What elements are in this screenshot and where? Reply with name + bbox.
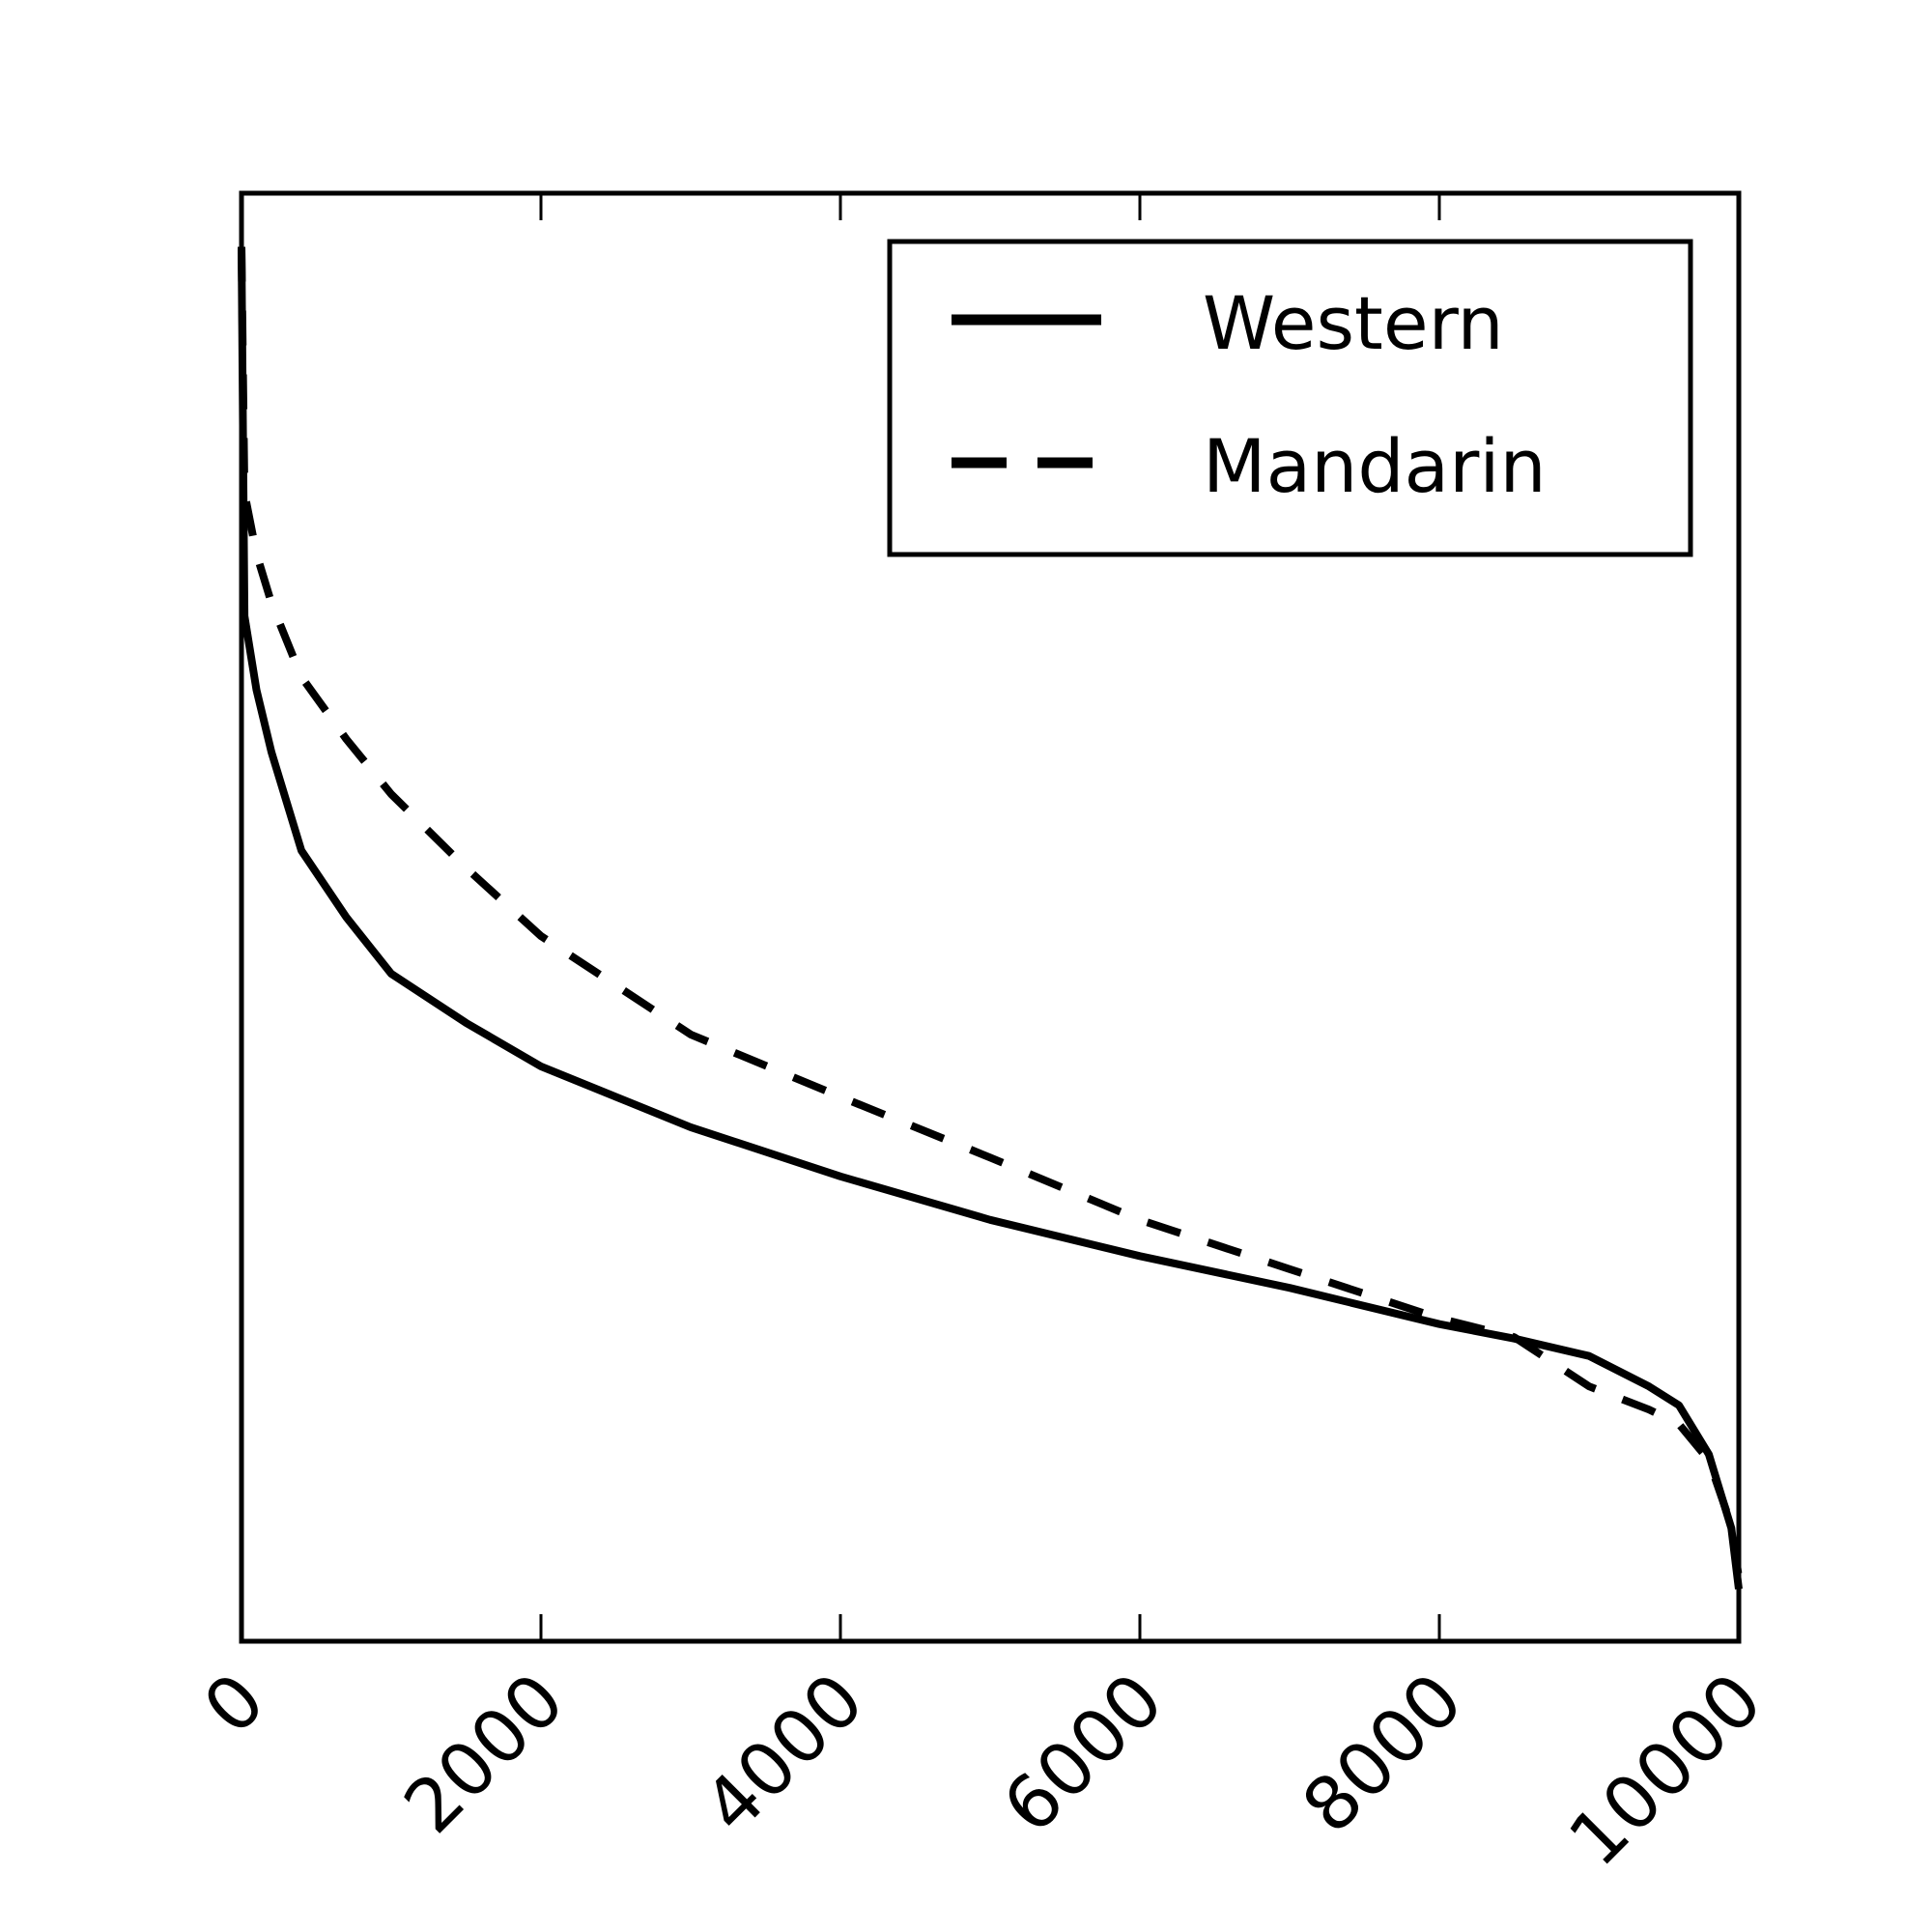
x-tick-label: 10000 xyxy=(1552,1657,1778,1883)
x-tick-label: 8000 xyxy=(1286,1657,1479,1850)
plot-frame xyxy=(239,190,1742,1644)
series-line xyxy=(238,246,1743,1578)
legend-label: Mandarin xyxy=(1203,423,1547,509)
x-tick-label: 0 xyxy=(187,1657,281,1750)
series-line xyxy=(238,246,1743,1590)
x-tick-label: 2000 xyxy=(387,1657,581,1850)
x-tick-label: 6000 xyxy=(986,1657,1179,1850)
legend-box xyxy=(887,239,1693,557)
x-tick-label: 4000 xyxy=(687,1657,880,1850)
legend-label: Western xyxy=(1203,280,1504,366)
